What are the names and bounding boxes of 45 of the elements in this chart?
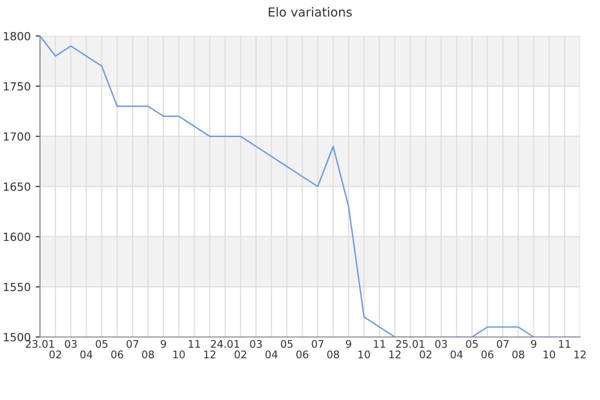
x-tick-label: 03 xyxy=(250,340,262,348)
y-tick-label: 1800 xyxy=(4,32,30,40)
y-tick-label: 1650 xyxy=(4,182,30,191)
x-tick-label: 07 xyxy=(312,340,324,348)
x-tick-label: 04 xyxy=(450,350,463,358)
x-tick-label: 25.01 xyxy=(396,340,424,348)
x-tick-label: 9 xyxy=(531,340,536,348)
line-series xyxy=(40,36,580,337)
x-tick-label: 03 xyxy=(435,340,447,348)
x-tick-label: 12 xyxy=(574,350,586,358)
x-tick-label: 07 xyxy=(496,340,509,348)
x-tick-label: 10 xyxy=(544,350,556,358)
x-tick-label: 04 xyxy=(265,350,278,358)
x-tick-label: 06 xyxy=(481,350,494,358)
x-tick-label: 06 xyxy=(296,350,308,358)
chart-title: Elo variations xyxy=(268,7,352,17)
x-tick-label: 03 xyxy=(64,340,77,348)
x-tick-label: 05 xyxy=(466,340,478,348)
x-tick-label: 11 xyxy=(188,340,200,348)
y-tick-label: 1500 xyxy=(4,332,30,342)
x-tick-label: 08 xyxy=(327,350,340,358)
y-tick-label: 1550 xyxy=(4,282,30,292)
x-tick-label: 24.01 xyxy=(210,340,240,348)
x-tick-label: 10 xyxy=(358,350,370,358)
x-tick-label: 9 xyxy=(160,340,166,348)
y-tick-label: 1700 xyxy=(4,132,30,141)
y-tick-label: 1750 xyxy=(4,82,30,91)
x-tick-label: 08 xyxy=(512,350,524,358)
y-tick-label: 1600 xyxy=(4,232,30,242)
x-tick-label: 05 xyxy=(96,340,108,348)
x-tick-label: 10 xyxy=(173,350,185,358)
x-tick-label: 07 xyxy=(126,340,138,348)
x-tick-label: 12 xyxy=(389,350,400,358)
x-tick-label: 11 xyxy=(374,340,386,348)
x-tick-label: 9 xyxy=(346,340,352,348)
x-tick-label: 11 xyxy=(559,340,570,348)
x-tick-label: 06 xyxy=(111,350,124,358)
x-tick-label: 02 xyxy=(420,350,432,358)
x-tick-label: 04 xyxy=(80,350,92,358)
x-tick-label: 05 xyxy=(280,340,293,348)
x-tick-label: 02 xyxy=(234,350,246,358)
x-tick-label: 23.01 xyxy=(26,340,54,348)
x-tick-label: 08 xyxy=(142,350,154,358)
x-tick-label: 02 xyxy=(49,350,62,358)
x-tick-label: 12 xyxy=(204,350,216,358)
